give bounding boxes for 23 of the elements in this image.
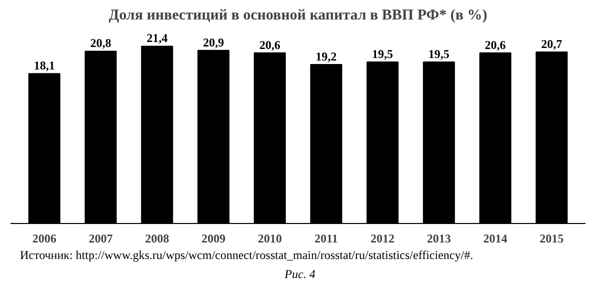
data-label: 19,5	[428, 46, 450, 61]
x-tick-label: 2007	[88, 232, 113, 246]
x-tick-label: 2012	[370, 232, 395, 246]
x-tick-label: 2015	[540, 232, 564, 246]
x-tick-label: 2014	[483, 232, 508, 246]
data-label: 18,1	[34, 58, 55, 73]
data-label: 21,4	[146, 31, 168, 46]
x-tick-label: 2008	[145, 232, 170, 246]
x-tick-label: 2011	[314, 232, 338, 246]
x-tick-label: 2009	[201, 232, 226, 246]
data-label: 20,6	[484, 38, 506, 52]
text: Источник: http://www.gks.ru/wps/wcm/connect/rosstat_main/rosstat/ru/statistics/efficiency/#.	[20, 247, 474, 264]
text: Рис. 4	[284, 266, 316, 284]
data-label: 20,6	[259, 38, 280, 52]
chart-title: Доля инвестиций в основной капитал в ВВП РФ* (в %)	[108, 8, 488, 24]
data-label: 20,7	[541, 37, 562, 52]
data-label: 19,5	[372, 46, 394, 61]
data-label: 20,8	[90, 36, 112, 50]
x-tick-label: 2006	[32, 232, 56, 246]
data-label: 20,9	[202, 35, 224, 50]
x-tick-label: 2010	[258, 232, 282, 246]
x-tick-label: 2013	[426, 232, 451, 246]
data-label: 19,2	[316, 49, 337, 64]
